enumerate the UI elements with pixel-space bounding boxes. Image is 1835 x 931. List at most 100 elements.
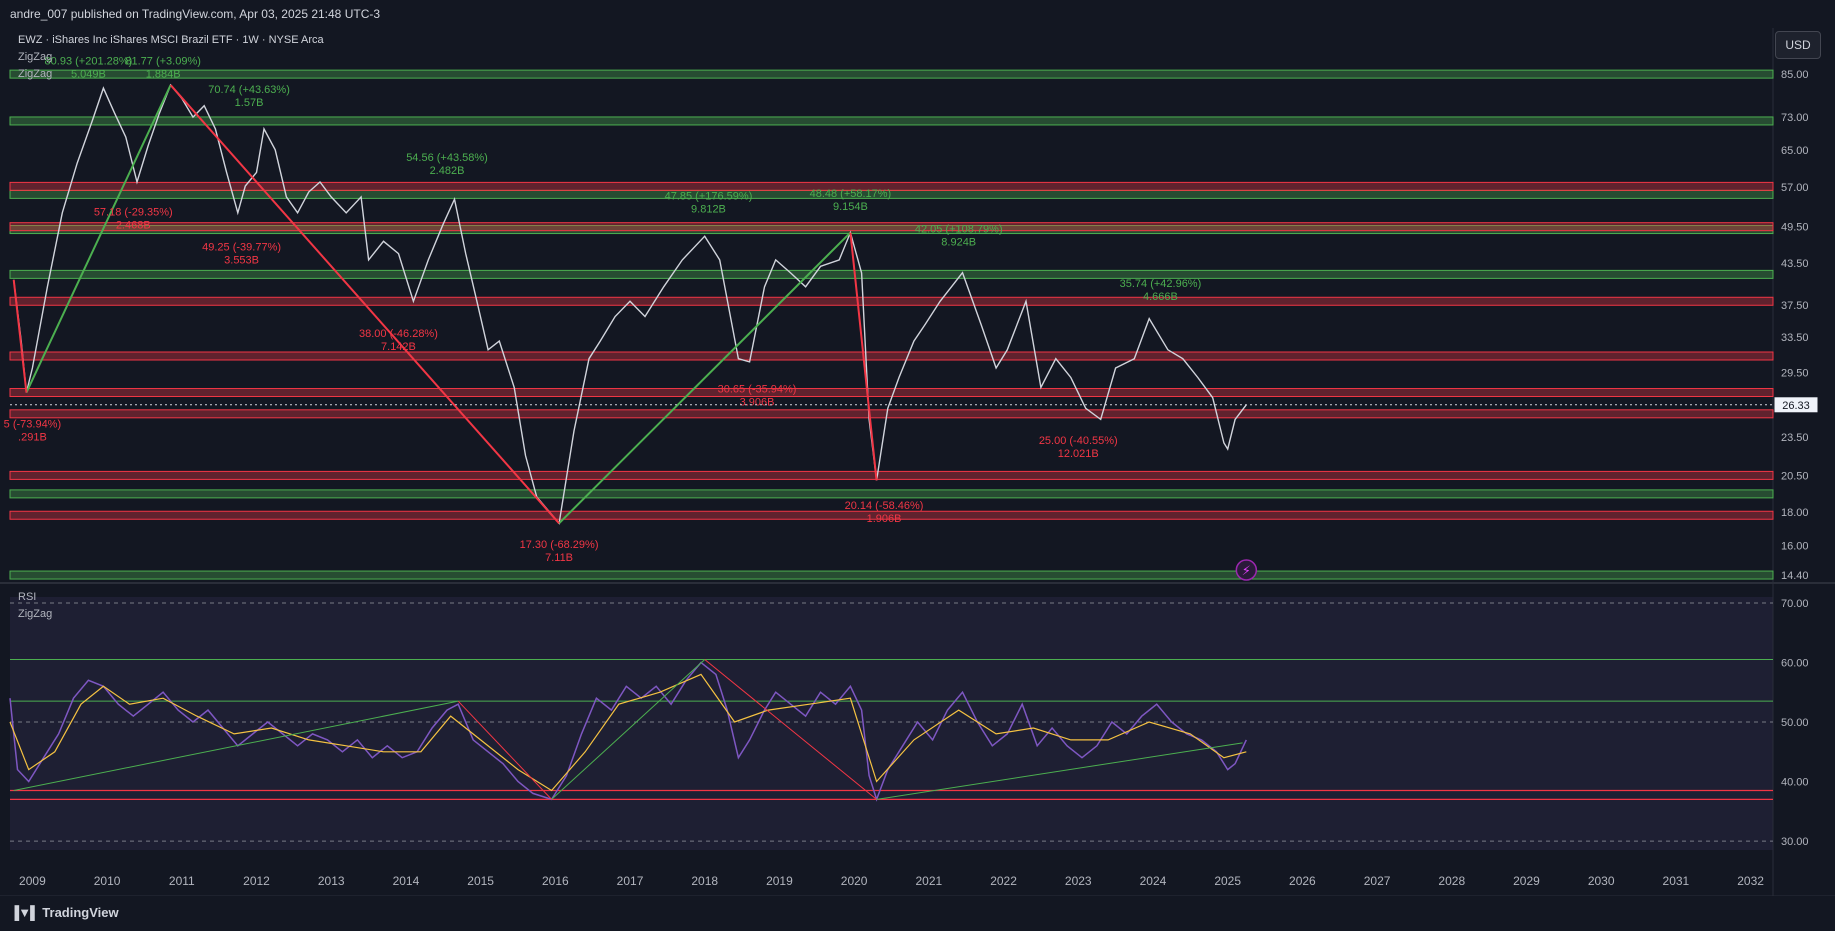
resistance-zone-red-5 — [9, 409, 1774, 419]
time-tick-2018: 2018 — [691, 874, 718, 888]
pivot-label-3: 54.56 (+43.58%) — [406, 152, 488, 164]
pivot-volume-14: 7.11B — [545, 552, 573, 564]
indicator-legend-zigzag-1[interactable]: ZigZag — [18, 51, 53, 63]
time-tick-2015: 2015 — [467, 874, 494, 888]
time-tick-2016: 2016 — [542, 874, 569, 888]
zigzag-down-leg-2 — [849, 232, 878, 481]
price-tick-3: 57.00 — [1781, 182, 1809, 194]
time-tick-2030: 2030 — [1588, 874, 1615, 888]
price-tick-5: 43.50 — [1781, 258, 1809, 270]
price-tick-6: 37.50 — [1781, 300, 1809, 312]
support-zone-green-0 — [9, 69, 1774, 79]
price-tick-2: 65.00 — [1781, 145, 1809, 157]
zigzag-down-leg-0 — [12, 279, 28, 393]
price-tick-10: 20.50 — [1781, 470, 1809, 482]
time-tick-2010: 2010 — [94, 874, 121, 888]
resistance-zone-red-4 — [9, 388, 1774, 398]
price-tick-9: 23.50 — [1781, 432, 1809, 444]
pivot-volume-10: 7.142B — [381, 341, 416, 353]
pivot-volume-3: 2.482B — [430, 165, 465, 177]
pivot-volume-7: 4.666B — [1143, 291, 1178, 303]
time-tick-2032: 2032 — [1737, 874, 1764, 888]
price-tick-13: 14.40 — [1781, 570, 1809, 582]
time-tick-2014: 2014 — [393, 874, 420, 888]
rsi-tick-0: 70.00 — [1781, 598, 1809, 610]
rsi-pane-background — [10, 597, 1773, 850]
rsi-line — [9, 661, 1247, 802]
publish-info: andre_007 published on TradingView.com, … — [10, 7, 381, 21]
zigzag-up-leg-1 — [558, 231, 852, 524]
indicator-legend-zigzag-2[interactable]: ZigZag — [18, 68, 53, 80]
rsi-pane-title[interactable]: RSI — [18, 591, 37, 603]
pivot-label-0: 80.93 (+201.28%) — [45, 55, 133, 67]
zigzag-down-leg-1 — [169, 84, 560, 524]
time-tick-2023: 2023 — [1065, 874, 1092, 888]
price-tick-8: 29.50 — [1781, 368, 1809, 380]
rsi-zigzag-up-0 — [13, 700, 459, 791]
time-tick-2029: 2029 — [1513, 874, 1540, 888]
support-zone-green-2 — [9, 189, 1774, 199]
time-tick-2009: 2009 — [19, 874, 46, 888]
price-tick-12: 16.00 — [1781, 540, 1809, 552]
pivot-volume-1: 1.884B — [146, 68, 181, 80]
pivot-label-11: 30.65 (-35.94%) — [718, 384, 797, 396]
pivot-label-6: 42.05 (+108.79%) — [915, 223, 1003, 235]
time-tick-2021: 2021 — [916, 874, 943, 888]
last-price-badge — [1773, 396, 1819, 414]
rsi-tick-3: 40.00 — [1781, 777, 1809, 789]
currency-button[interactable]: USD — [1775, 31, 1821, 59]
price-tick-4: 49.50 — [1781, 222, 1809, 234]
pivot-label-12: 25.00 (-40.55%) — [1039, 435, 1118, 447]
pivot-label-14: 17.30 (-68.29%) — [520, 539, 599, 551]
pivot-label-2: 70.74 (+43.63%) — [208, 84, 290, 96]
pivot-label-10: 38.00 (-46.28%) — [359, 328, 438, 340]
rsi-zigzag-down-0 — [457, 700, 552, 800]
last-price-value: 26.33 — [1782, 400, 1810, 412]
rsi-tick-2: 50.00 — [1781, 717, 1809, 729]
time-tick-2022: 2022 — [990, 874, 1017, 888]
time-tick-2012: 2012 — [243, 874, 270, 888]
zigzag-up-leg-0 — [25, 84, 172, 393]
price-tick-1: 73.00 — [1781, 112, 1809, 124]
rsi-zigzag-up-2 — [876, 742, 1243, 800]
time-tick-2017: 2017 — [617, 874, 644, 888]
support-zone-green-6 — [9, 570, 1774, 580]
price-tick-0: 85.00 — [1781, 69, 1809, 81]
rsi-tick-1: 60.00 — [1781, 657, 1809, 669]
chart-canvas[interactable]: 80.93 (+201.28%)5.049B 81.77 (+3.09%)1.88… — [0, 28, 1835, 896]
pivot-volume-8: 2.468B — [116, 220, 151, 232]
rsi-ma-line — [9, 673, 1247, 792]
pivot-label-8: 57.18 (-29.35%) — [94, 207, 173, 219]
resistance-zone-red-3 — [9, 351, 1774, 361]
pivot-label-1: 81.77 (+3.09%) — [125, 55, 201, 67]
rsi-zigzag-down-1 — [704, 659, 877, 800]
pivot-volume-6: 8.924B — [941, 236, 976, 248]
support-zone-green-4 — [9, 269, 1774, 279]
resistance-zone-red-0 — [9, 181, 1774, 191]
pivot-volume-15: .291B — [18, 431, 47, 443]
pivot-volume-2: 1.57B — [235, 97, 264, 109]
pivot-volume-5: 9.154B — [833, 201, 868, 213]
price-series-line — [13, 83, 1247, 525]
tradingview-logo-icon: ▐▼▌ — [10, 905, 39, 920]
time-tick-2026: 2026 — [1289, 874, 1316, 888]
time-tick-2024: 2024 — [1140, 874, 1167, 888]
price-tick-11: 18.00 — [1781, 507, 1809, 519]
support-zone-green-5 — [9, 489, 1774, 499]
pivot-label-15: 5 (-73.94%) — [4, 418, 61, 430]
pivot-label-5: 48.48 (+58.17%) — [810, 188, 892, 200]
tradingview-logo-label: TradingView — [42, 905, 119, 920]
price-tick-7: 33.50 — [1781, 332, 1809, 344]
time-tick-2011: 2011 — [169, 874, 195, 888]
pivot-volume-9: 3.553B — [224, 254, 259, 266]
rsi-pane-zigzag-legend[interactable]: ZigZag — [18, 608, 53, 620]
tradingview-logo[interactable]: ▐▼▌ TradingView — [10, 905, 119, 920]
time-tick-2020: 2020 — [841, 874, 868, 888]
pivot-volume-11: 3.906B — [740, 397, 775, 409]
time-tick-2028: 2028 — [1438, 874, 1465, 888]
time-tick-2025: 2025 — [1214, 874, 1241, 888]
time-tick-2027: 2027 — [1364, 874, 1391, 888]
time-tick-2019: 2019 — [766, 874, 793, 888]
rsi-zigzag-up-1 — [551, 659, 706, 800]
resistance-zone-red-2 — [9, 296, 1774, 306]
